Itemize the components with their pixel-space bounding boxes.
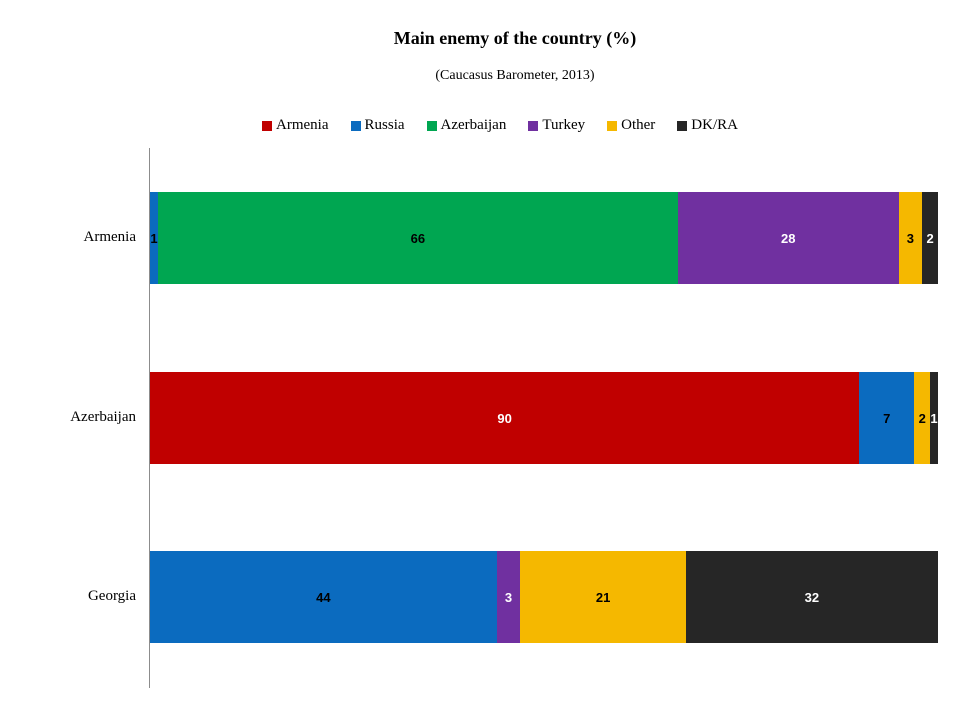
data-label: 66: [410, 230, 426, 246]
legend-label: Russia: [364, 117, 405, 133]
legend-item-turkey: Turkey: [528, 117, 585, 134]
legend-item-russia: Russia: [350, 117, 405, 134]
chart-subtitle: (Caucasus Barometer, 2013): [435, 68, 595, 83]
category-axis-line: [149, 148, 150, 688]
data-label: 32: [804, 589, 820, 605]
data-label: 3: [906, 230, 915, 246]
bar-segment-russia: 1: [150, 192, 158, 284]
data-label: 1: [930, 410, 938, 426]
legend-item-armenia: Armenia: [262, 117, 329, 134]
bar-segment-other: 2: [914, 372, 931, 464]
legend-item-other: Other: [607, 117, 655, 134]
bar-segment-other: 21: [520, 551, 686, 643]
data-label: 21: [595, 589, 611, 605]
legend-item-azerbaijan: Azerbaijan: [426, 117, 507, 134]
legend-swatch: [262, 120, 273, 131]
legend-label: Other: [621, 117, 656, 133]
legend: Armenia Russia Azerbaijan Turkey Other DK/RA: [0, 117, 960, 134]
bar-segment-dk-ra: 32: [685, 551, 938, 643]
legend-item-dk-ra: DK/RA: [677, 117, 738, 134]
data-label: 3: [504, 589, 513, 605]
data-label: 90: [497, 410, 512, 426]
data-label: 28: [781, 230, 796, 246]
chart-title: Main enemy of the country (%): [393, 28, 637, 48]
data-label: 7: [883, 410, 891, 426]
bar-segment-turkey: 28: [677, 192, 899, 284]
category-label: Azerbaijan: [70, 409, 136, 425]
bar-segment-dk-ra: 2: [922, 192, 938, 284]
legend-swatch: [350, 120, 361, 131]
data-label: 2: [926, 230, 934, 246]
bar-segment-dk-ra: 1: [930, 372, 938, 464]
legend-swatch: [426, 120, 437, 131]
bar-row-azerbaijan: 90 7 2 1: [150, 372, 938, 464]
bar-segment-russia: 44: [150, 551, 497, 643]
bar-row-armenia: 1 66 28 3 2: [150, 192, 938, 284]
bar-segment-azerbaijan: 66: [157, 192, 678, 284]
legend-label: Azerbaijan: [440, 117, 507, 133]
bar-segment-russia: 7: [859, 372, 915, 464]
legend-label: DK/RA: [691, 117, 738, 133]
data-label: 2: [918, 410, 926, 426]
legend-label: Armenia: [276, 117, 329, 133]
bar-segment-armenia: 90: [150, 372, 860, 464]
category-label: Georgia: [87, 588, 136, 604]
data-label: 44: [316, 589, 331, 605]
legend-swatch: [607, 120, 618, 131]
bar-segment-turkey: 3: [496, 551, 521, 643]
legend-swatch: [528, 120, 539, 131]
bar-segment-other: 3: [898, 192, 923, 284]
category-label: Armenia: [83, 229, 136, 245]
bar-row-georgia: 44 3 21 32: [150, 551, 938, 643]
legend-swatch: [677, 120, 688, 131]
legend-label: Turkey: [542, 117, 586, 133]
data-label: 1: [150, 230, 158, 246]
